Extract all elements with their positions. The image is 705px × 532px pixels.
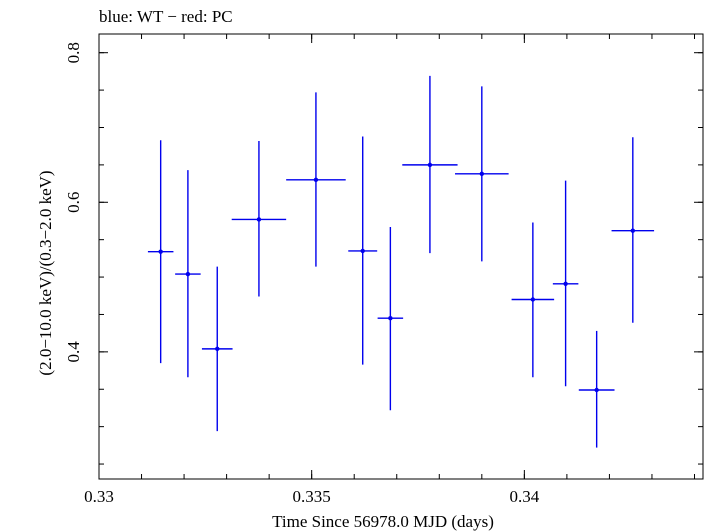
- data-marker: [256, 217, 262, 222]
- data-marker: [530, 297, 536, 302]
- plot-frame: [98, 33, 704, 480]
- data-point: [231, 140, 287, 297]
- data-point: [147, 140, 174, 364]
- data-point: [552, 180, 579, 387]
- y-tick-label: 0.4: [64, 341, 83, 363]
- tick-labels: 0.33 0.335 0.34 0.4 0.6 0.8: [64, 42, 540, 506]
- y-axis-label: (2.0−10.0 keV)/(0.3−2.0 keV): [36, 170, 55, 375]
- data-point: [611, 137, 655, 323]
- data-marker: [594, 387, 599, 393]
- y-tick-label: 0.6: [64, 192, 83, 213]
- x-tick-label: 0.33: [84, 487, 114, 506]
- data-point: [348, 136, 378, 365]
- data-marker: [479, 171, 485, 177]
- data-point: [511, 222, 555, 378]
- data-point: [578, 330, 615, 448]
- data-marker: [630, 228, 636, 233]
- x-axis-label: Time Since 56978.0 MJD (days): [272, 512, 494, 531]
- data-marker: [388, 316, 393, 321]
- data-point: [286, 92, 346, 267]
- data-marker: [158, 249, 163, 254]
- data-point: [175, 170, 201, 378]
- data-marker: [427, 162, 433, 168]
- data-series: [147, 75, 655, 448]
- axis-ticks: [98, 34, 703, 479]
- data-marker: [313, 177, 319, 183]
- data-marker: [563, 281, 568, 286]
- chart-caption: blue: WT − red: PC: [99, 7, 233, 26]
- y-tick-label: 0.8: [64, 42, 83, 63]
- x-tick-label: 0.335: [293, 487, 331, 506]
- data-point: [402, 75, 458, 254]
- data-point: [455, 86, 509, 262]
- data-point: [201, 266, 233, 432]
- data-marker: [360, 248, 365, 254]
- data-marker: [215, 346, 220, 352]
- data-point: [377, 226, 404, 411]
- x-tick-label: 0.34: [509, 487, 539, 506]
- data-marker: [185, 271, 191, 277]
